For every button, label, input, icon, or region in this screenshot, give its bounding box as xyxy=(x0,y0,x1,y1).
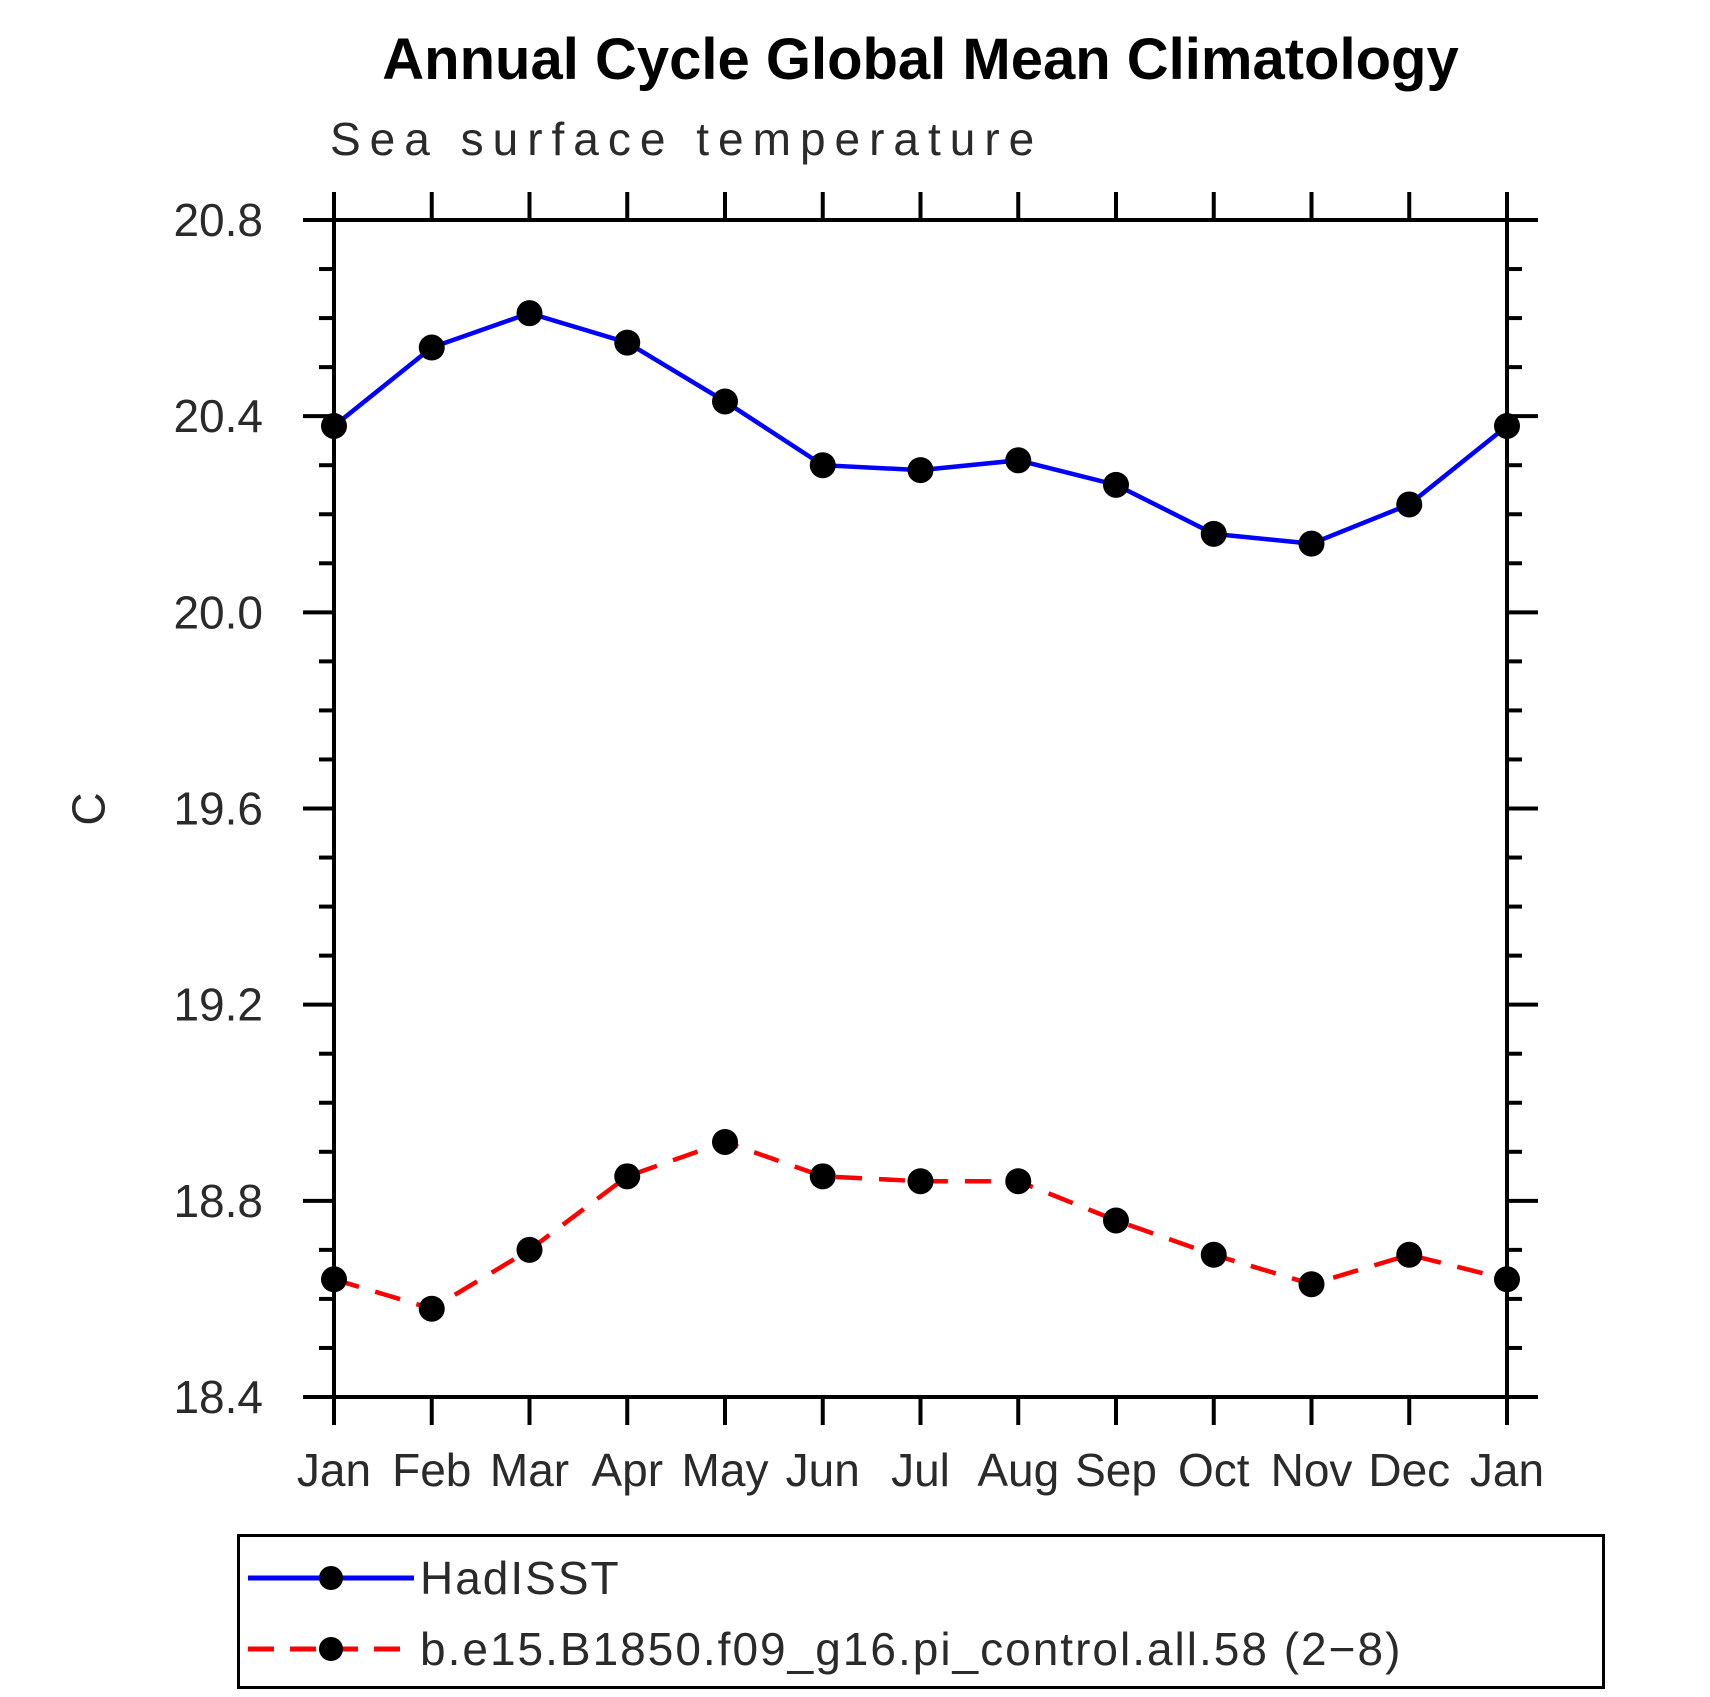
x-tick-label: Mar xyxy=(490,1444,569,1496)
data-point-marker xyxy=(712,388,738,415)
legend-item-label: b.e15.B1850.f09_g16.pi_control.all.58 (2… xyxy=(420,1623,1403,1675)
data-point-marker xyxy=(516,1236,543,1263)
data-point-marker xyxy=(418,1295,445,1322)
data-point-marker xyxy=(1103,1207,1129,1234)
x-tick-label: Jan xyxy=(297,1444,371,1496)
data-point-marker xyxy=(1494,412,1520,439)
model-line xyxy=(333,1139,1508,1312)
x-ticks-top xyxy=(332,192,1509,220)
data-point-marker xyxy=(907,1168,934,1195)
y-ticks-left xyxy=(303,218,334,1399)
x-tick-label: May xyxy=(682,1444,769,1496)
legend-item-label: HadISST xyxy=(420,1552,621,1604)
x-tick-label: Aug xyxy=(977,1444,1059,1496)
y-tick-label: 18.4 xyxy=(173,1371,263,1423)
legend-marker-dot xyxy=(319,1637,343,1661)
data-point-marker xyxy=(809,452,836,479)
legend: HadISST b.e15.B1850.f09_g16.pi_control.a… xyxy=(237,1534,1605,1689)
data-point-marker xyxy=(1298,530,1325,557)
legend-item-hadisst: HadISST xyxy=(246,1552,621,1604)
series-hadisst xyxy=(321,300,1520,557)
legend-line-sample-solid xyxy=(248,1566,414,1590)
legend-marker-dot xyxy=(319,1566,343,1590)
data-point-marker xyxy=(809,1163,836,1190)
data-point-marker xyxy=(321,412,347,439)
legend-item-model: b.e15.B1850.f09_g16.pi_control.all.58 (2… xyxy=(246,1623,1403,1675)
hadisst-line xyxy=(332,310,1509,546)
y-tick-label: 20.0 xyxy=(173,586,263,638)
x-tick-label: Jan xyxy=(1470,1444,1544,1496)
y-tick-label: 20.4 xyxy=(173,390,263,442)
data-point-marker xyxy=(1005,1168,1032,1195)
x-tick-label: Dec xyxy=(1368,1444,1450,1496)
x-tick-labels: Jan Feb Mar Apr May Jun Jul Aug Sep Oct Nov Dec Jan xyxy=(297,1444,1544,1496)
legend-line-sample-dashed xyxy=(248,1637,414,1661)
y-ticks-right xyxy=(1507,218,1538,1399)
data-point-marker xyxy=(321,1266,347,1293)
x-tick-label: Sep xyxy=(1075,1444,1157,1496)
axis-frame xyxy=(332,218,1509,1399)
data-point-marker xyxy=(1200,1241,1227,1268)
data-point-marker xyxy=(1396,491,1423,518)
data-point-marker xyxy=(1005,447,1032,474)
data-point-marker xyxy=(1494,1266,1520,1293)
x-tick-label: Nov xyxy=(1271,1444,1353,1496)
x-tick-label: Jul xyxy=(891,1444,950,1496)
y-tick-label: 19.2 xyxy=(173,979,263,1031)
x-tick-label: Jun xyxy=(786,1444,860,1496)
series-model xyxy=(321,1128,1520,1322)
data-point-marker xyxy=(1396,1241,1423,1268)
data-point-marker xyxy=(516,300,543,327)
chart-title: Annual Cycle Global Mean Climatology xyxy=(382,27,1459,92)
x-tick-label: Oct xyxy=(1178,1444,1250,1496)
y-tick-label: 20.8 xyxy=(173,194,263,246)
data-point-marker xyxy=(1103,471,1129,498)
data-point-marker xyxy=(1200,520,1227,547)
x-ticks-bottom xyxy=(332,1397,1509,1425)
x-tick-label: Apr xyxy=(591,1444,663,1496)
data-point-marker xyxy=(1298,1271,1325,1298)
y-tick-labels: 20.8 20.4 20.0 19.6 19.2 18.8 18.4 xyxy=(173,194,263,1423)
y-tick-label: 18.8 xyxy=(173,1175,263,1227)
data-point-marker xyxy=(418,334,445,361)
x-tick-label: Feb xyxy=(392,1444,471,1496)
chart-subtitle: Sea surface temperature xyxy=(330,113,1044,165)
data-point-marker xyxy=(907,457,934,484)
data-point-marker xyxy=(712,1128,738,1155)
data-point-marker xyxy=(614,1163,641,1190)
y-tick-label: 19.6 xyxy=(173,783,263,835)
data-point-marker xyxy=(614,329,641,356)
